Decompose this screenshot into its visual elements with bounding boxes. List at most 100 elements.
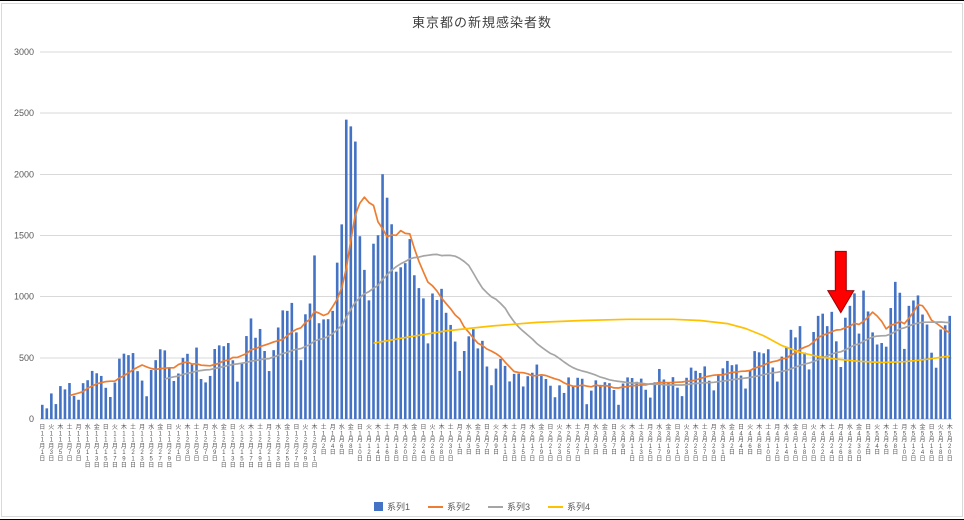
svg-text:500: 500 <box>19 353 34 363</box>
legend-item-series1[interactable]: 系列1 <box>373 500 410 513</box>
legend-label-series1: 系列1 <box>386 502 410 512</box>
line-series3[interactable] <box>164 253 950 386</box>
svg-text:3000: 3000 <box>14 47 34 57</box>
legend-marker-bar-icon <box>373 502 383 511</box>
svg-text:2000: 2000 <box>14 169 34 179</box>
y-axis-grid <box>40 51 952 420</box>
svg-text:1000: 1000 <box>14 292 34 302</box>
red-down-arrow-annotation[interactable] <box>826 250 855 314</box>
legend-item-series4[interactable]: 系列4 <box>548 500 590 513</box>
bars-series1[interactable] <box>40 119 952 420</box>
svg-text:0: 0 <box>29 414 34 424</box>
svg-text:2500: 2500 <box>14 108 34 118</box>
chart-legend[interactable]: 系列1 系列2 系列3 系列4 <box>0 500 964 513</box>
legend-label-series2: 系列2 <box>446 502 470 512</box>
x-axis-labels[interactable]: 日 1 1 月 1 日火 1 1 月 3 日木 1 1 月 5 日土 1 1 月 7 日月 1 1 月 9 日水 1 1 月 1 1 日金 1 1… <box>39 423 952 469</box>
legend-item-series3[interactable]: 系列3 <box>488 500 530 513</box>
legend-item-series2[interactable]: 系列2 <box>427 500 470 513</box>
chart-title[interactable]: 東京都の新規感染者数 <box>411 15 552 30</box>
y-axis-labels[interactable]: 0 500 1000 1500 2000 2500 3000 <box>14 47 34 424</box>
line-series4[interactable] <box>373 318 950 364</box>
legend-label-series4: 系列4 <box>567 502 591 512</box>
line-series2[interactable] <box>69 196 951 397</box>
legend-marker-line-icon <box>488 505 503 508</box>
legend-marker-line-icon <box>427 505 443 508</box>
